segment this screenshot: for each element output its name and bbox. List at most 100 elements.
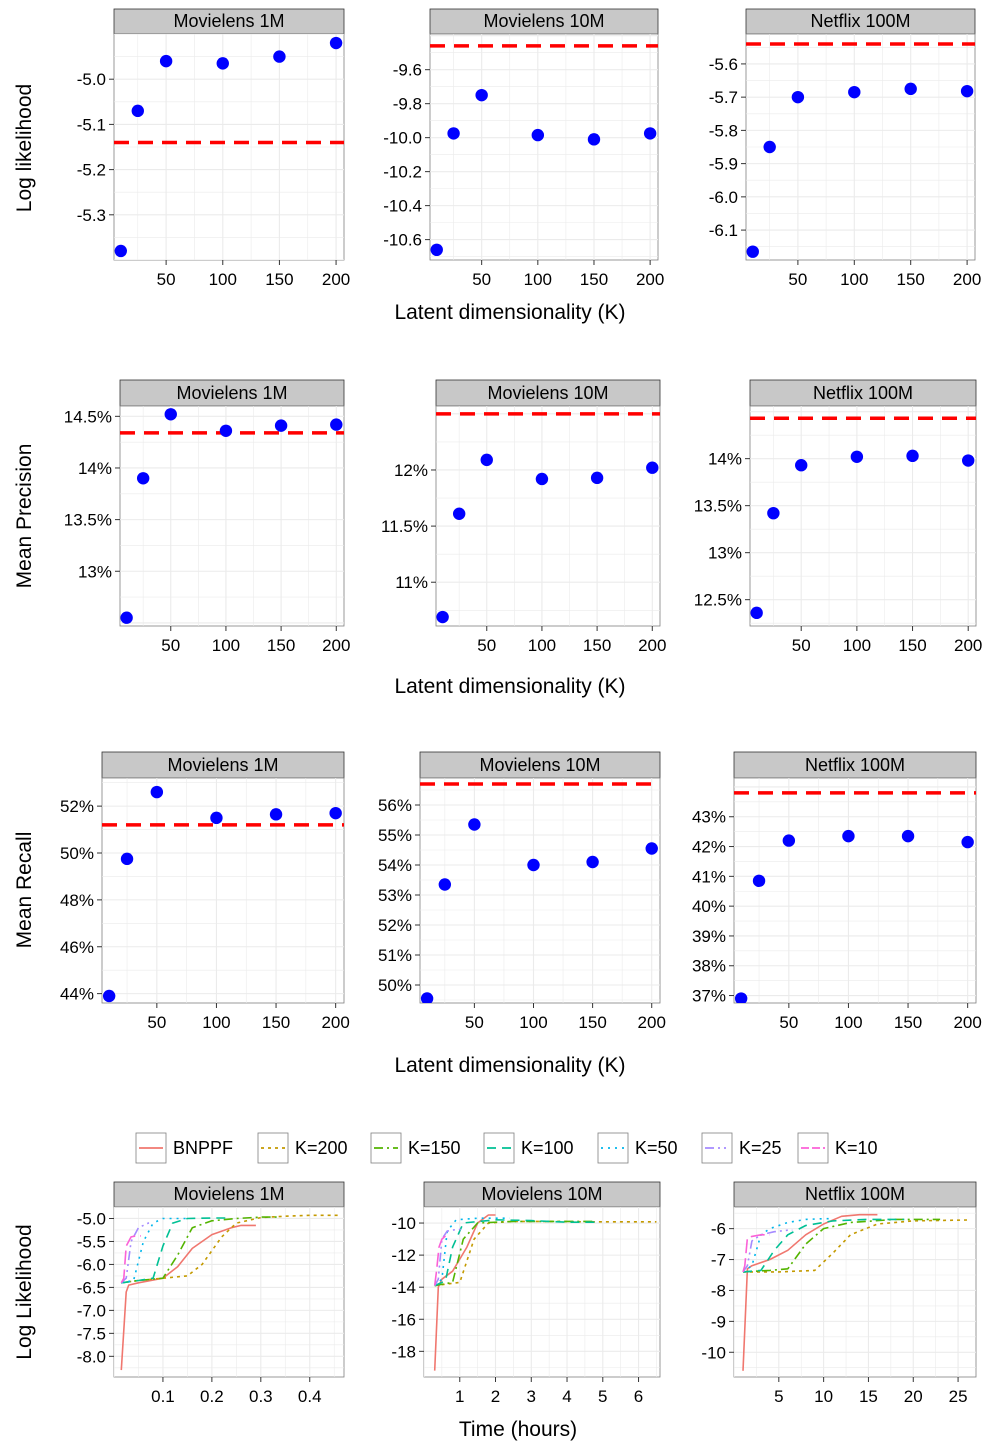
data-point bbox=[329, 36, 343, 50]
data-point bbox=[531, 128, 545, 142]
panel-strip bbox=[423, 1181, 661, 1208]
panel-strip bbox=[745, 8, 976, 35]
series-line-k25 bbox=[120, 1222, 154, 1284]
y-tick-label: -7.0 bbox=[77, 1301, 106, 1320]
data-point bbox=[468, 818, 481, 831]
data-point bbox=[527, 858, 540, 872]
y-tick-label: 13.5% bbox=[694, 497, 742, 516]
y-tick-label: -6.0 bbox=[77, 1255, 106, 1274]
x-tick-label: 200 bbox=[638, 636, 666, 655]
y-tick-label: -8.0 bbox=[77, 1347, 106, 1366]
data-point bbox=[646, 461, 659, 474]
panel-4-1: Movielens 1M 0.1 0.2 0.3 0.4 -8.0 -7.5 -7.0 -6.5… bbox=[77, 1181, 345, 1406]
series-line-k200 bbox=[121, 1214, 340, 1284]
data-layer bbox=[420, 782, 660, 1003]
y-tick-label: 46% bbox=[60, 938, 94, 957]
legend-label: K=50 bbox=[635, 1138, 678, 1158]
data-point bbox=[586, 855, 599, 869]
y-tick-label: 42% bbox=[692, 838, 726, 857]
data-point bbox=[150, 785, 164, 799]
panel-1-3: Netflix 100M 50 100 150 200 -6.1 -6.0 -5.9 -5.8 -… bbox=[709, 8, 981, 289]
series-line-bnppf bbox=[120, 1224, 256, 1371]
x-tick-label: 200 bbox=[636, 270, 664, 289]
y-tick-label: -5.1 bbox=[77, 115, 106, 134]
y-tick-label: -10 bbox=[701, 1343, 726, 1362]
y-tick-label: 55% bbox=[378, 826, 412, 845]
panel-title: Netflix 100M bbox=[805, 1184, 905, 1204]
y-tick-label: 11% bbox=[395, 573, 428, 592]
data-point bbox=[746, 245, 759, 258]
series-line-k10 bbox=[120, 1235, 141, 1284]
data-layer bbox=[120, 1214, 340, 1371]
x-axis-label: Time (hours) bbox=[459, 1418, 577, 1441]
panel-strip bbox=[429, 8, 659, 35]
data-layer bbox=[430, 44, 658, 257]
y-tick-label: -9.8 bbox=[393, 95, 422, 114]
x-tick-label: 150 bbox=[265, 270, 293, 289]
x-tick-label: 100 bbox=[840, 270, 868, 289]
panel-title: Netflix 100M bbox=[813, 383, 913, 403]
gridlines bbox=[114, 34, 344, 260]
series-line-k10 bbox=[433, 1235, 449, 1286]
x-tick-label: 50 bbox=[792, 636, 811, 655]
data-point bbox=[904, 82, 917, 96]
y-tick-label: 13.5% bbox=[64, 511, 112, 530]
x-tick-label: 150 bbox=[897, 270, 925, 289]
panel-3-2: Movielens 10M 50 100 150 200 50% 51% 52% 53% 54% 5… bbox=[378, 751, 666, 1032]
panel-title: Movielens 1M bbox=[176, 383, 287, 403]
data-point bbox=[430, 243, 443, 257]
panel-title: Movielens 10M bbox=[479, 755, 600, 775]
data-point bbox=[102, 989, 116, 1003]
y-tick-label: 14% bbox=[78, 459, 112, 478]
data-point bbox=[274, 419, 288, 432]
x-tick-label: 100 bbox=[202, 1013, 230, 1032]
data-point bbox=[850, 450, 864, 463]
data-point bbox=[782, 834, 796, 847]
row-4: Log Likelihood Time (hours) Movielens 1M 0.… bbox=[13, 1181, 977, 1441]
y-tick-label: -14 bbox=[391, 1278, 416, 1297]
series-line-k25 bbox=[742, 1229, 793, 1273]
panel-strip bbox=[113, 8, 345, 35]
y-tick-label: 53% bbox=[378, 886, 412, 905]
plot-area bbox=[749, 405, 977, 627]
panel-2-3: Netflix 100M 50 100 150 200 12.5% 13% 13.5% 14% bbox=[694, 379, 982, 655]
x-tick-label: 150 bbox=[267, 636, 295, 655]
x-tick-label: 100 bbox=[524, 270, 552, 289]
y-tick-label: 14% bbox=[708, 450, 742, 469]
data-layer bbox=[734, 791, 976, 1003]
panel-1-1: Movielens 1M 50 100 150 200 -5.3 -5.2 -5.1 -5.0 bbox=[77, 8, 350, 289]
data-layer bbox=[750, 416, 976, 620]
data-point bbox=[329, 806, 342, 820]
series-line-k50 bbox=[434, 1217, 510, 1287]
x-tick-label: 3 bbox=[527, 1387, 536, 1406]
legend-label: K=150 bbox=[408, 1138, 461, 1158]
y-tick-label: -10.4 bbox=[383, 197, 422, 216]
data-layer bbox=[746, 42, 975, 258]
x-tick-label: 50 bbox=[779, 1013, 798, 1032]
panel-4-3: Netflix 100M 5 10 15 20 25 -10 -9 -8 -7 -6 bbox=[701, 1181, 977, 1406]
x-tick-label: 50 bbox=[477, 636, 496, 655]
x-tick-label: 50 bbox=[788, 270, 807, 289]
data-point bbox=[734, 992, 748, 1003]
panel-strip bbox=[435, 379, 661, 407]
y-tick-label: 13% bbox=[78, 562, 112, 581]
data-point bbox=[535, 472, 549, 486]
data-point bbox=[643, 127, 657, 140]
data-point bbox=[120, 611, 133, 624]
y-tick-label: -7 bbox=[711, 1251, 726, 1270]
y-tick-label: 54% bbox=[378, 856, 412, 875]
y-tick-label: 56% bbox=[378, 796, 412, 815]
x-axis-label: Latent dimensionality (K) bbox=[394, 301, 625, 324]
panel-strip bbox=[733, 751, 977, 779]
y-tick-label: -5.9 bbox=[709, 155, 738, 174]
data-point bbox=[906, 449, 919, 463]
data-point bbox=[791, 90, 805, 104]
x-tick-label: 0.4 bbox=[298, 1387, 322, 1406]
plot-area bbox=[101, 777, 345, 1004]
y-tick-label: 40% bbox=[692, 897, 726, 916]
y-tick-label: 11.5% bbox=[381, 517, 428, 536]
data-point bbox=[480, 453, 493, 467]
series-line-k25 bbox=[434, 1228, 464, 1286]
x-tick-label: 50 bbox=[465, 1013, 484, 1032]
data-layer bbox=[120, 408, 344, 624]
